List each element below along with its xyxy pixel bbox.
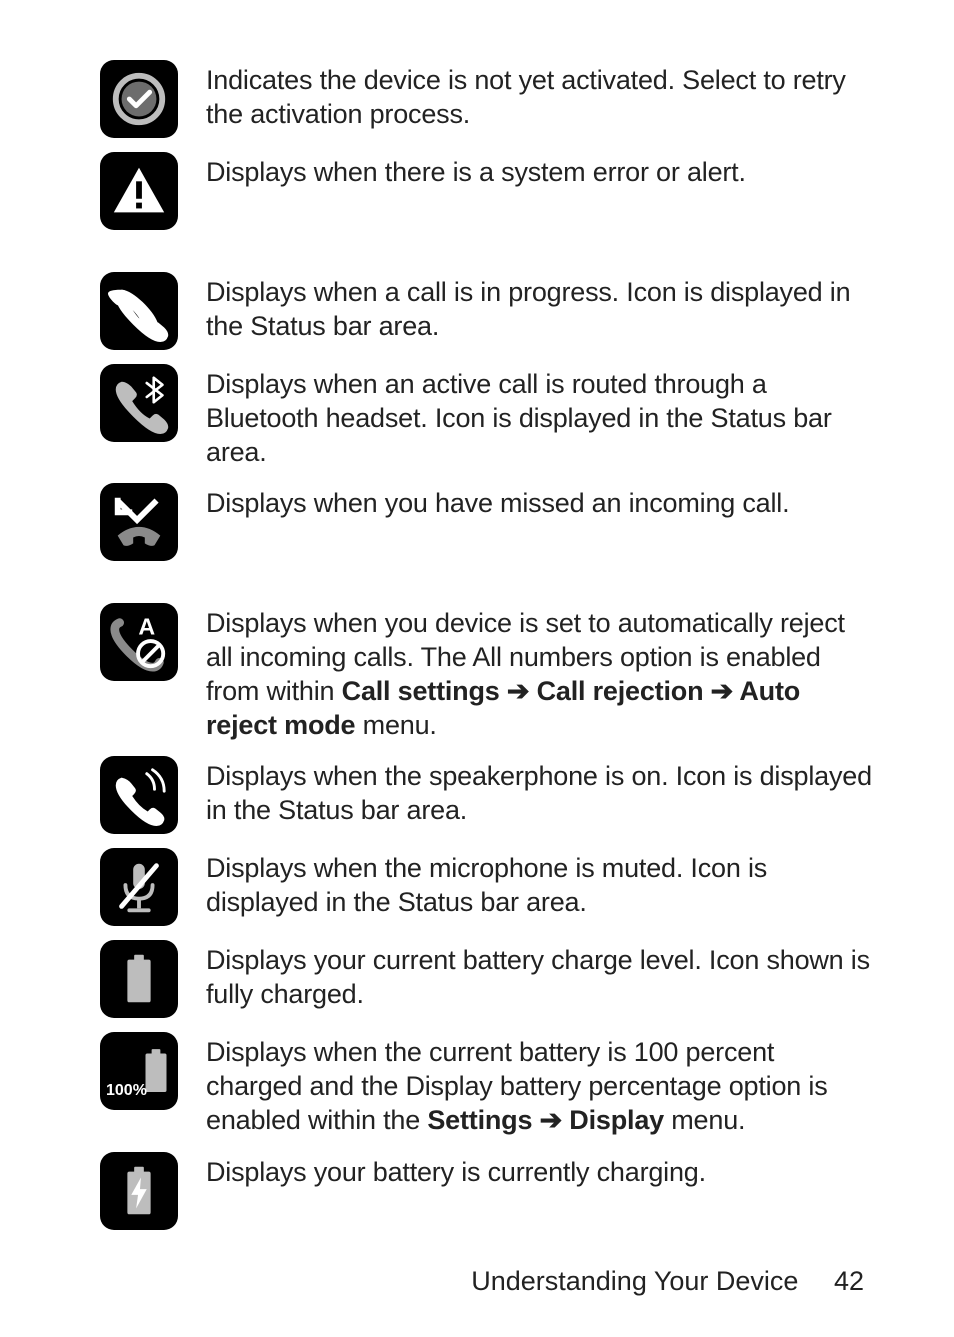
icon-row: Displays when a call is in progress. Ico…: [100, 272, 874, 350]
icon-row: Displays when the microphone is muted. I…: [100, 848, 874, 926]
call-bluetooth-icon: [100, 364, 178, 442]
battery-100-icon: 100%: [100, 1032, 178, 1110]
icon-description: Indicates the device is not yet activate…: [206, 60, 874, 132]
icon-row: Indicates the device is not yet activate…: [100, 60, 874, 138]
icon-description: Displays your current battery charge lev…: [206, 940, 874, 1012]
icon-description: Displays when you device is set to autom…: [206, 603, 874, 742]
alert-icon: [100, 152, 178, 230]
call-icon: [100, 272, 178, 350]
icon-description: Displays your battery is currently charg…: [206, 1152, 706, 1190]
svg-text:A: A: [138, 614, 155, 640]
icon-row: Displays your battery is currently charg…: [100, 1152, 874, 1230]
footer-title: Understanding Your Device: [471, 1266, 798, 1296]
icon-row: Displays when an active call is routed t…: [100, 364, 874, 469]
speakerphone-icon: [100, 756, 178, 834]
battery-icon: [100, 940, 178, 1018]
icon-description: Displays when an active call is routed t…: [206, 364, 874, 469]
text-post: menu.: [664, 1105, 745, 1135]
page-footer: Understanding Your Device 42: [100, 1266, 874, 1297]
battery-charging-icon: [100, 1152, 178, 1230]
icon-description: Displays when the speakerphone is on. Ic…: [206, 756, 874, 828]
icon-row: Displays your current battery charge lev…: [100, 940, 874, 1018]
icon-row: A Displays when you device is set to aut…: [100, 603, 874, 742]
icon-description: Displays when the microphone is muted. I…: [206, 848, 874, 920]
icon-description: Displays when you have missed an incomin…: [206, 483, 789, 521]
icon-row: Displays when you have missed an incomin…: [100, 483, 874, 561]
battery-percent-label: 100%: [106, 1082, 147, 1100]
missed-call-icon: [100, 483, 178, 561]
icon-row: Displays when there is a system error or…: [100, 152, 874, 230]
icon-description: Displays when there is a system error or…: [206, 152, 746, 190]
activation-icon: [100, 60, 178, 138]
auto-reject-icon: A: [100, 603, 178, 681]
icon-description: Displays when a call is in progress. Ico…: [206, 272, 874, 344]
icon-row: Displays when the speakerphone is on. Ic…: [100, 756, 874, 834]
icon-row: 100% Displays when the current battery i…: [100, 1032, 874, 1137]
text-post: menu.: [355, 710, 436, 740]
text-bold: Settings ➔ Display: [427, 1105, 664, 1135]
icon-description: Displays when the current battery is 100…: [206, 1032, 874, 1137]
mic-mute-icon: [100, 848, 178, 926]
page-number: 42: [834, 1266, 864, 1296]
